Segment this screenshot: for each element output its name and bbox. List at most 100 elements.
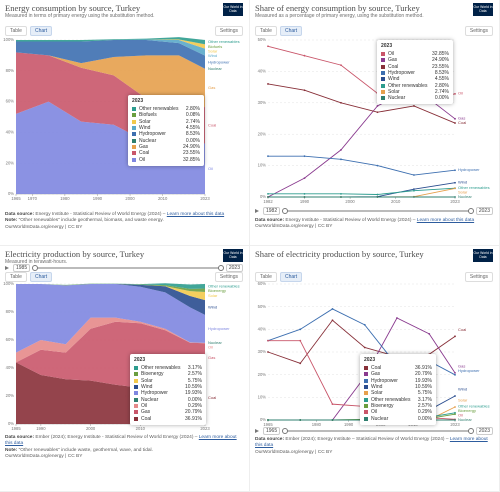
owid-logo[interactable]: Our World in Data [223, 3, 243, 16]
timeline-handle[interactable] [217, 264, 224, 271]
tooltip-value: 3.17% [417, 396, 432, 403]
timeline-end[interactable]: 2023 [475, 207, 493, 215]
point [331, 419, 334, 421]
point [340, 158, 342, 161]
source-label: Data source: [255, 218, 285, 223]
swatch [364, 391, 368, 396]
source-link[interactable]: Learn more about this data [255, 437, 488, 449]
point [454, 419, 456, 421]
swatch [381, 89, 385, 94]
timeline-handle[interactable] [282, 207, 289, 214]
point [267, 45, 269, 48]
tooltip-row: Biofuels 0.08% [132, 112, 200, 118]
source-link[interactable]: Learn more about this data [5, 435, 237, 447]
settings-button[interactable]: Settings [214, 26, 243, 36]
note-label: Note: [5, 218, 18, 224]
source-link[interactable]: Learn more about this data [416, 218, 475, 223]
tooltip-name: Solar [371, 390, 383, 397]
tooltip-row: Coal 23.55% [132, 150, 200, 156]
point [299, 339, 302, 342]
tooltip-value: 5.75% [187, 377, 202, 384]
tooltip-value: 8.53% [434, 70, 449, 77]
swatch [132, 138, 136, 143]
timeline-track[interactable] [32, 264, 224, 271]
point [376, 111, 379, 114]
point [363, 323, 366, 326]
point [454, 395, 456, 397]
tab[interactable]: Chart [279, 272, 303, 282]
tab[interactable]: Table [5, 272, 27, 282]
tooltip-row: Oil 0.29% [134, 403, 202, 409]
tab-bar: Table Chart [5, 26, 53, 36]
point [376, 164, 379, 167]
settings-button[interactable]: Settings [464, 26, 493, 36]
x-tick-label: 1970 [28, 196, 38, 201]
chart-title: Energy consumption by source, Turkey [5, 3, 141, 13]
x-tick-label: 1965 [263, 422, 273, 427]
series-label: Oil [458, 91, 463, 96]
footer: Data source: Energy Institute - Statisti… [5, 212, 243, 231]
footer-url[interactable]: OurWorldInData.org/energy | CC BY [255, 449, 333, 455]
timeline-start[interactable]: 1982 [263, 207, 281, 215]
chart-subtitle: Measured in terawatt-hours. [5, 259, 68, 265]
source-link[interactable]: Learn more about this data [166, 212, 225, 217]
chart-panel: 0%10%20%30%40%50%60%19651980199020002010… [250, 246, 500, 492]
tooltip-value: 20.79% [415, 371, 432, 378]
footer-url[interactable]: OurWorldInData.org/energy | CC BY [5, 224, 83, 230]
tab[interactable]: Table [5, 26, 27, 36]
timeline-handle[interactable] [32, 264, 39, 271]
owid-logo[interactable]: Our World in Data [223, 249, 243, 262]
footer: Data source: Energy Institute - Statisti… [255, 218, 493, 231]
tooltip-name: Oil [139, 156, 146, 163]
timeline-handle[interactable] [467, 207, 474, 214]
timeline-track[interactable] [282, 427, 474, 434]
tooltip-row: Wind 4.55% [381, 76, 449, 82]
play-button[interactable] [255, 209, 259, 213]
timeline-end[interactable]: 2023 [225, 264, 243, 272]
point [454, 335, 456, 338]
swatch [134, 366, 138, 371]
tab[interactable]: Table [255, 272, 277, 282]
point [340, 196, 342, 198]
tab[interactable]: Table [255, 26, 277, 36]
swatch [364, 378, 368, 383]
x-tick-label: 1980 [312, 422, 322, 427]
tab[interactable]: Chart [29, 272, 53, 282]
tooltip-value: 8.53% [185, 131, 200, 138]
settings-button[interactable]: Settings [214, 272, 243, 282]
chart-panel: 0% 10% 20% 30% 40% 50% 1982 1990 2000 2010 2023 Oil… [250, 0, 500, 246]
tooltip-name: Coal [139, 150, 150, 157]
y-tick-label: 50% [258, 304, 267, 309]
tooltip-value: 19.93% [185, 390, 202, 397]
owid-logo[interactable]: Our World in Data [473, 249, 493, 262]
tab[interactable]: Chart [29, 26, 53, 36]
timeline-start[interactable]: 1985 [13, 264, 31, 272]
tooltip-row: Hydropower 8.53% [132, 131, 200, 137]
y-tick-label: 100% [3, 37, 14, 42]
tooltip: 2023 Other renewables 3.17% Bioenergy 2.57% S… [130, 354, 206, 425]
series-label: Coal [208, 395, 216, 400]
settings-button[interactable]: Settings [464, 272, 493, 282]
timeline-track[interactable] [282, 207, 474, 214]
tooltip-value: 4.55% [434, 76, 449, 83]
timeline-handle[interactable] [467, 427, 474, 434]
tooltip-name: Solar [139, 118, 151, 125]
tab[interactable]: Chart [279, 26, 303, 36]
series-label: Oil [208, 166, 213, 171]
timeline-end[interactable]: 2023 [475, 427, 493, 435]
point [454, 122, 456, 124]
footer-url[interactable]: OurWorldInData.org/energy | CC BY [5, 454, 83, 460]
owid-logo[interactable]: Our World in Data [473, 3, 493, 16]
swatch [381, 96, 385, 101]
swatch [381, 64, 385, 69]
play-button[interactable] [5, 266, 9, 270]
play-button[interactable] [255, 429, 259, 433]
y-tick-label: 50% [258, 37, 267, 42]
series-label: Solar [208, 48, 218, 53]
timeline-start[interactable]: 1965 [263, 427, 281, 435]
swatch [364, 372, 368, 377]
footer-url[interactable]: OurWorldInData.org/energy | CC BY [255, 224, 333, 230]
tooltip-name: Nuclear [388, 95, 406, 102]
tooltip-row: Coal 36.91% [364, 365, 432, 371]
timeline-handle[interactable] [282, 427, 289, 434]
